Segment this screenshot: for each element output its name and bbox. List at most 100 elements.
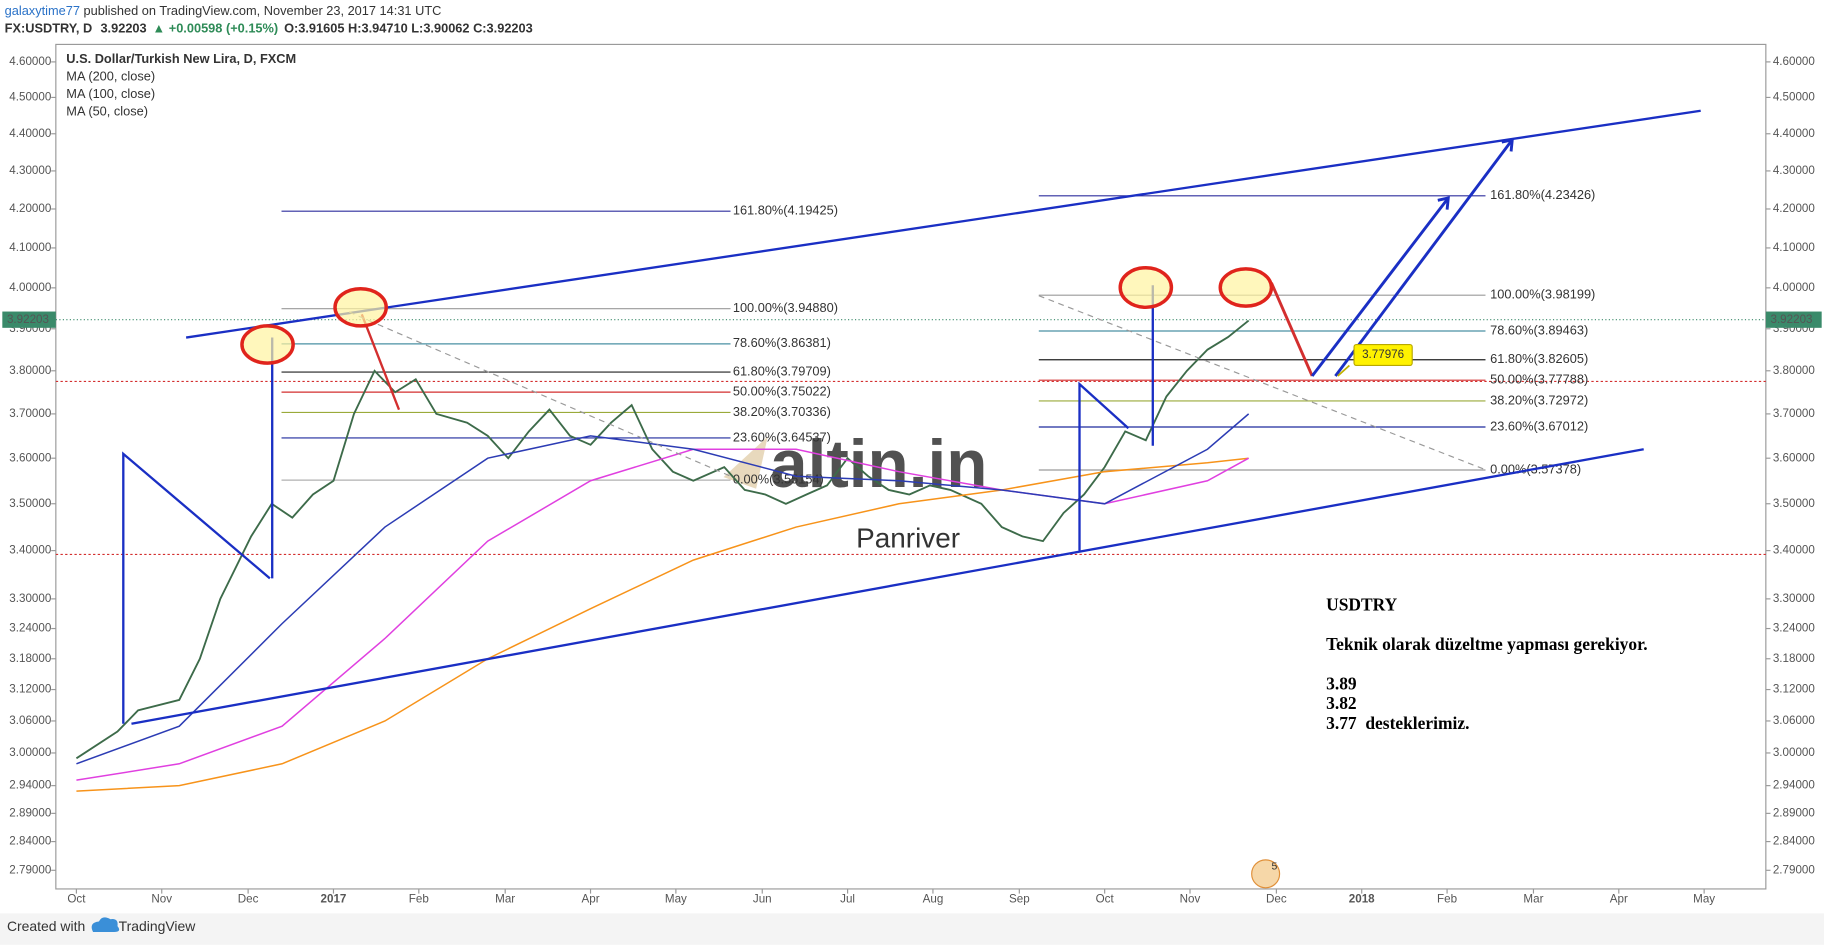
brand-link[interactable]: TradingView <box>119 918 197 934</box>
y-tick-label: 4.30000 <box>1773 164 1816 177</box>
y-tick-label: 3.06000 <box>1773 714 1816 727</box>
x-tick-label: May <box>1693 892 1715 905</box>
dashed-line <box>1038 295 1487 471</box>
y-tick-label: 2.79000 <box>9 863 52 876</box>
symbol: FX:USDTRY, D <box>5 21 93 36</box>
fib-label: 38.20%(3.72972) <box>1490 392 1588 407</box>
note-text: 3.77 desteklerimiz. <box>1326 713 1469 733</box>
x-tick-label: Oct <box>1096 892 1115 905</box>
y-tick-label: 4.20000 <box>1773 202 1816 215</box>
correction-line <box>360 313 401 411</box>
legend: U.S. Dollar/Turkish New Lira, D, FXCM MA… <box>66 51 296 118</box>
fib-label: 23.60%(3.64537) <box>733 429 831 444</box>
ohlc: O:3.91605 H:3.94710 L:3.90062 C:3.92203 <box>284 21 533 36</box>
y-tick-label: 2.84000 <box>9 835 52 848</box>
y-tick-label: 3.12000 <box>9 683 52 696</box>
y-tick-label: 2.89000 <box>1773 806 1816 819</box>
author[interactable]: galaxytime77 <box>5 3 80 18</box>
x-tick-label: 2018 <box>1349 892 1375 905</box>
x-tick-label: Mar <box>495 892 515 905</box>
fib-label: 50.00%(3.77788) <box>1490 372 1588 387</box>
arrow-head <box>1437 196 1450 210</box>
fib-label: 61.80%(3.79709) <box>733 363 831 378</box>
x-tick-label: Feb <box>1437 892 1457 905</box>
last-price-box <box>1765 311 1822 328</box>
y-tick-label: 3.40000 <box>9 544 52 557</box>
correction-line <box>1270 282 1314 377</box>
y-tick-label: 2.84000 <box>1773 835 1816 848</box>
y-tick-label: 3.60000 <box>1773 451 1816 464</box>
x-tick-label: Nov <box>1180 892 1201 905</box>
trend-line <box>185 109 1701 339</box>
brand-logo[interactable] <box>91 917 120 932</box>
y-tick-label: 3.70000 <box>1773 407 1816 420</box>
x-tick-label: Apr <box>581 892 599 905</box>
y-tick-label: 3.70000 <box>9 407 52 420</box>
wave-line <box>122 451 271 724</box>
legend-entry: MA (200, close) <box>66 68 155 83</box>
y-tick-label: 3.24000 <box>1773 622 1816 635</box>
note-text: Teknik olarak düzeltme yapması gerekiyor… <box>1326 634 1648 654</box>
y-tick-label: 3.30000 <box>1773 592 1816 605</box>
y-tick-label: 4.60000 <box>1773 55 1816 68</box>
arrow-head <box>1501 137 1514 152</box>
trend-line <box>131 448 1644 725</box>
x-tick-label: Nov <box>151 892 172 905</box>
fib-label: 23.60%(3.67012) <box>1490 418 1588 433</box>
badge-count[interactable]: 5 <box>1271 862 1277 873</box>
y-tick-label: 4.50000 <box>1773 91 1816 104</box>
note-text: 3.89 <box>1326 673 1357 693</box>
change: ▲ +0.00598 (+0.15%) <box>153 21 279 36</box>
moving-average <box>76 413 1250 765</box>
fib-label: 78.60%(3.89463) <box>1490 322 1588 337</box>
watermark-text: Panriver <box>856 522 960 553</box>
x-tick-label: Feb <box>409 892 429 905</box>
fib-label: 100.00%(3.94880) <box>733 300 838 315</box>
highlight-ellipse <box>1118 266 1174 310</box>
x-tick-label: Sep <box>1009 892 1030 905</box>
y-tick-label: 4.40000 <box>9 127 52 140</box>
callout-pointer <box>1337 364 1350 377</box>
fib-label: 50.00%(3.75022) <box>733 383 831 398</box>
y-tick-label: 2.94000 <box>1773 779 1816 792</box>
price-line <box>75 319 1250 760</box>
fib-label: 78.60%(3.86381) <box>733 335 831 350</box>
header-line: galaxytime77 published on TradingView.co… <box>5 3 442 18</box>
analysis-note: USDTRY Teknik olarak düzeltme yapması ge… <box>1326 594 1648 733</box>
y-tick-label: 4.50000 <box>9 91 52 104</box>
last-price-box <box>2 311 56 328</box>
y-tick-label: 4.30000 <box>9 164 52 177</box>
y-tick-label: 3.18000 <box>1773 652 1816 665</box>
fib-label: 100.00%(3.98199) <box>1490 287 1595 302</box>
axes: 4.60000 4.60000 4.50000 4.50000 4.40000 4.400… <box>2 55 1822 905</box>
published: published on TradingView.com, November 2… <box>84 3 442 18</box>
y-tick-label: 3.24000 <box>9 622 52 635</box>
x-tick-label: Oct <box>67 892 86 905</box>
fib-label: 0.00%(3.55154) <box>733 471 824 486</box>
note-title: USDTRY <box>1326 594 1397 614</box>
dashed-line <box>348 311 734 478</box>
badge-icon[interactable] <box>1251 859 1281 889</box>
callout-text: 3.77976 <box>1362 348 1404 361</box>
highlight-ellipse <box>240 324 295 365</box>
y-tick-label: 3.60000 <box>9 451 52 464</box>
y-tick-label: 4.10000 <box>1773 241 1816 254</box>
y-tick-label: 3.50000 <box>9 497 52 510</box>
quote-line: FX:USDTRY, D 3.92203 ▲ +0.00598 (+0.15%)… <box>5 21 533 36</box>
legend-entry: U.S. Dollar/Turkish New Lira, D, FXCM <box>66 51 296 66</box>
highlight-ellipse <box>333 286 388 328</box>
events-badge[interactable]: 5 <box>1251 859 1281 889</box>
series <box>75 319 1250 792</box>
plot-area <box>55 43 1767 890</box>
fib-label: 61.80%(3.82605) <box>1490 351 1588 366</box>
fib-label: 161.80%(4.19425) <box>733 203 838 218</box>
drawings: 3.77976 <box>122 109 1701 725</box>
reference-lines <box>55 319 1766 556</box>
footer-text: Created with <box>7 918 85 934</box>
moving-average <box>76 457 1249 792</box>
y-tick-label: 4.10000 <box>9 241 52 254</box>
highlight-ellipse <box>1218 267 1274 308</box>
legend-entry: MA (100, close) <box>66 86 155 101</box>
x-tick-label: Dec <box>1266 892 1287 905</box>
